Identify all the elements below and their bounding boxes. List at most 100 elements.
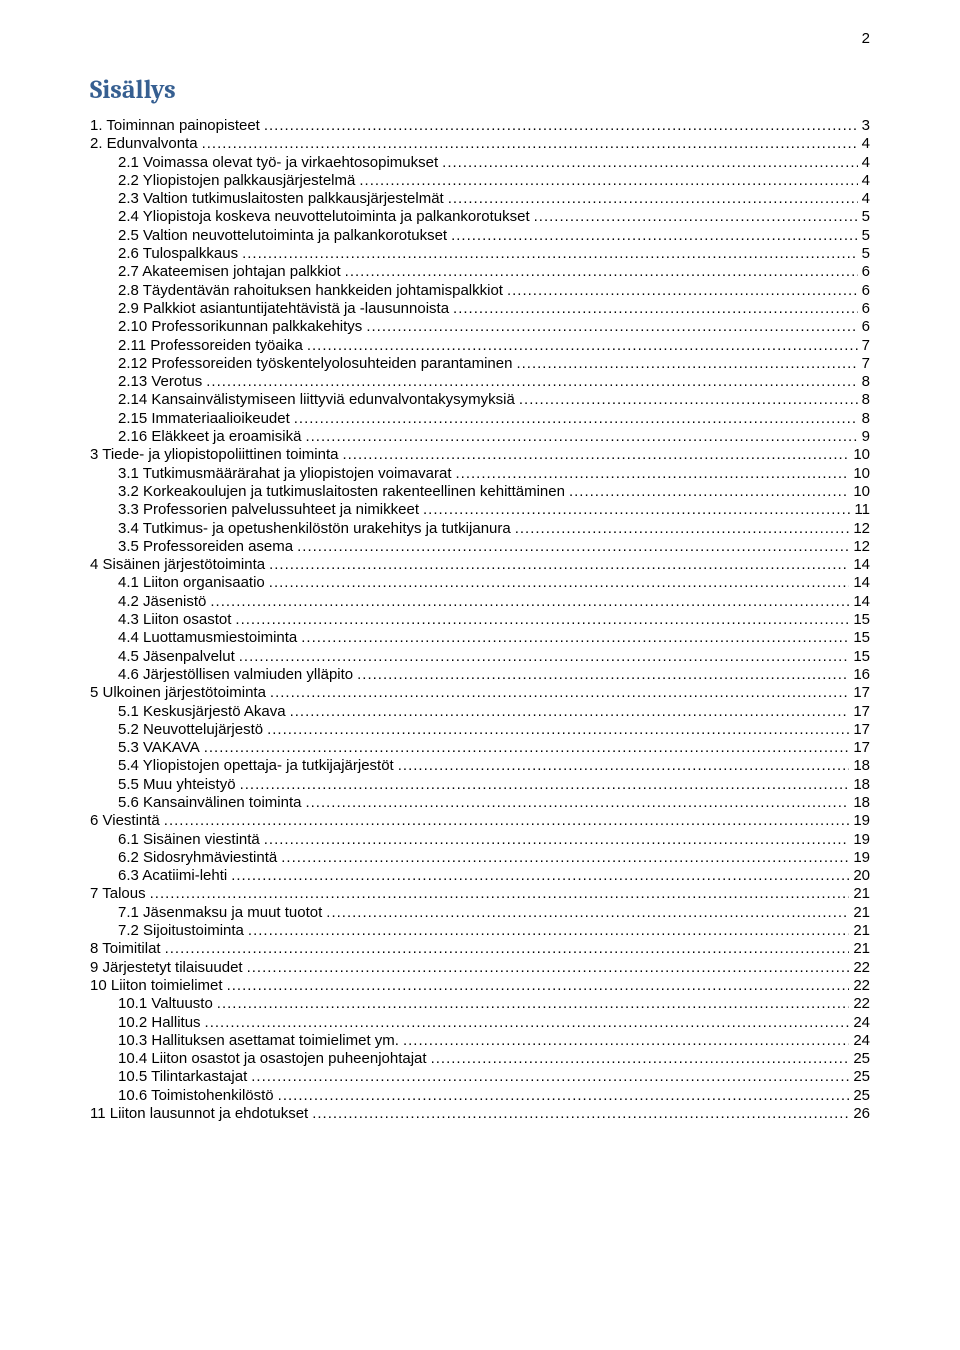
toc-entry-label: 2.6 Tulospalkkaus <box>90 245 238 263</box>
toc-entry-label: 4.4 Luottamusmiestoiminta <box>90 629 297 647</box>
toc-entry[interactable]: 2.11 Professoreiden työaika 7 <box>90 337 870 355</box>
toc-entry-page: 10 <box>853 446 870 464</box>
toc-entry[interactable]: 3.3 Professorien palvelussuhteet ja nimi… <box>90 501 870 519</box>
toc-leader <box>326 904 849 922</box>
toc-entry[interactable]: 7.1 Jäsenmaksu ja muut tuotot 21 <box>90 904 870 922</box>
toc-entry[interactable]: 3.4 Tutkimus- ja opetushenkilöstön urake… <box>90 520 870 538</box>
toc-entry-page: 24 <box>853 1014 870 1032</box>
toc-entry[interactable]: 8 Toimitilat 21 <box>90 940 870 958</box>
toc-entry[interactable]: 5.2 Neuvottelujärjestö 17 <box>90 721 870 739</box>
toc-leader <box>342 446 849 464</box>
toc-entry-page: 5 <box>862 208 870 226</box>
toc-entry[interactable]: 7 Talous 21 <box>90 885 870 903</box>
toc-leader <box>210 593 849 611</box>
toc-entry[interactable]: 4.3 Liiton osastot 15 <box>90 611 870 629</box>
toc-entry[interactable]: 2.5 Valtion neuvottelutoiminta ja palkan… <box>90 227 870 245</box>
toc-leader <box>403 1032 849 1050</box>
toc-entry[interactable]: 6.1 Sisäinen viestintä 19 <box>90 831 870 849</box>
toc-entry[interactable]: 5.5 Muu yhteistyö 18 <box>90 776 870 794</box>
toc-entry-page: 26 <box>853 1105 870 1123</box>
toc-entry[interactable]: 11 Liiton lausunnot ja ehdotukset 26 <box>90 1105 870 1123</box>
toc-entry[interactable]: 5.6 Kansainvälinen toiminta 18 <box>90 794 870 812</box>
toc-entry[interactable]: 6 Viestintä 19 <box>90 812 870 830</box>
toc-entry[interactable]: 3.5 Professoreiden asema 12 <box>90 538 870 556</box>
toc-entry[interactable]: 2.2 Yliopistojen palkkausjärjestelmä 4 <box>90 172 870 190</box>
toc-entry-label: 6.3 Acatiimi-lehti <box>90 867 227 885</box>
toc-entry[interactable]: 5.4 Yliopistojen opettaja- ja tutkijajär… <box>90 757 870 775</box>
toc-entry-label: 5.6 Kansainvälinen toiminta <box>90 794 301 812</box>
toc-entry[interactable]: 1. Toiminnan painopisteet 3 <box>90 117 870 135</box>
toc-entry[interactable]: 6.2 Sidosryhmäviestintä 19 <box>90 849 870 867</box>
toc-entry[interactable]: 2.16 Eläkkeet ja eroamisikä 9 <box>90 428 870 446</box>
toc-entry[interactable]: 7.2 Sijoitustoiminta 21 <box>90 922 870 940</box>
toc-leader <box>516 355 857 373</box>
toc-entry-page: 6 <box>862 318 870 336</box>
toc-entry[interactable]: 2.9 Palkkiot asiantuntijatehtävistä ja -… <box>90 300 870 318</box>
toc-leader <box>264 831 850 849</box>
toc-entry[interactable]: 4.1 Liiton organisaatio 14 <box>90 574 870 592</box>
toc-entry[interactable]: 2.4 Yliopistoja koskeva neuvottelutoimin… <box>90 208 870 226</box>
toc-entry-label: 5.4 Yliopistojen opettaja- ja tutkijajär… <box>90 757 394 775</box>
toc-entry-page: 17 <box>853 684 870 702</box>
toc-entry[interactable]: 10.1 Valtuusto 22 <box>90 995 870 1013</box>
toc-entry-page: 10 <box>853 465 870 483</box>
toc-entry[interactable]: 2.6 Tulospalkkaus 5 <box>90 245 870 263</box>
toc-entry[interactable]: 4.4 Luottamusmiestoiminta 15 <box>90 629 870 647</box>
toc-entry[interactable]: 6.3 Acatiimi-lehti 20 <box>90 867 870 885</box>
toc-leader <box>150 885 850 903</box>
toc-entry[interactable]: 2.10 Professorikunnan palkkakehitys 6 <box>90 318 870 336</box>
toc-entry[interactable]: 5.1 Keskusjärjestö Akava 17 <box>90 703 870 721</box>
toc-entry[interactable]: 10.3 Hallituksen asettamat toimielimet y… <box>90 1032 870 1050</box>
toc-entry-label: 1. Toiminnan painopisteet <box>90 117 260 135</box>
toc-entry-page: 7 <box>862 337 870 355</box>
toc-entry[interactable]: 2. Edunvalvonta 4 <box>90 135 870 153</box>
toc-entry-label: 2.12 Professoreiden työskentelyolosuhtei… <box>90 355 512 373</box>
toc-entry[interactable]: 10.4 Liiton osastot ja osastojen puheenj… <box>90 1050 870 1068</box>
toc-entry[interactable]: 2.8 Täydentävän rahoituksen hankkeiden j… <box>90 282 870 300</box>
toc-entry-page: 22 <box>853 977 870 995</box>
toc-entry-page: 21 <box>853 922 870 940</box>
toc-entry[interactable]: 10 Liiton toimielimet 22 <box>90 977 870 995</box>
toc-leader <box>515 520 850 538</box>
toc-leader <box>442 154 858 172</box>
toc-entry[interactable]: 10.2 Hallitus 24 <box>90 1014 870 1032</box>
toc-entry-page: 4 <box>862 154 870 172</box>
toc-entry[interactable]: 9 Järjestetyt tilaisuudet 22 <box>90 959 870 977</box>
toc-entry[interactable]: 3 Tiede- ja yliopistopoliittinen toimint… <box>90 446 870 464</box>
toc-entry[interactable]: 4.6 Järjestöllisen valmiuden ylläpito 16 <box>90 666 870 684</box>
toc-leader <box>301 629 849 647</box>
toc-entry[interactable]: 2.3 Valtion tutkimuslaitosten palkkausjä… <box>90 190 870 208</box>
toc-entry-label: 7 Talous <box>90 885 146 903</box>
toc-entry-page: 4 <box>862 172 870 190</box>
toc-entry[interactable]: 5 Ulkoinen järjestötoiminta 17 <box>90 684 870 702</box>
toc-entry-label: 2.1 Voimassa olevat työ- ja virkaehtosop… <box>90 154 438 172</box>
toc-leader <box>366 318 857 336</box>
toc-leader <box>305 794 849 812</box>
toc-leader <box>281 849 849 867</box>
toc-entry[interactable]: 10.5 Tilintarkastajat 25 <box>90 1068 870 1086</box>
toc-entry[interactable]: 2.7 Akateemisen johtajan palkkiot 6 <box>90 263 870 281</box>
toc-entry[interactable]: 2.12 Professoreiden työskentelyolosuhtei… <box>90 355 870 373</box>
toc-entry[interactable]: 4 Sisäinen järjestötoiminta 14 <box>90 556 870 574</box>
toc-entry[interactable]: 2.15 Immateriaalioikeudet 8 <box>90 410 870 428</box>
toc-entry[interactable]: 3.1 Tutkimusmäärärahat ja yliopistojen v… <box>90 465 870 483</box>
toc-entry-page: 21 <box>853 940 870 958</box>
toc-entry[interactable]: 2.1 Voimassa olevat työ- ja virkaehtosop… <box>90 154 870 172</box>
toc-entry[interactable]: 2.14 Kansainvälistymiseen liittyviä edun… <box>90 391 870 409</box>
toc-leader <box>267 721 849 739</box>
toc-leader <box>451 227 858 245</box>
toc-entry[interactable]: 3.2 Korkeakoulujen ja tutkimuslaitosten … <box>90 483 870 501</box>
toc-entry-page: 6 <box>862 300 870 318</box>
toc-entry[interactable]: 10.6 Toimistohenkilöstö 25 <box>90 1087 870 1105</box>
toc-entry[interactable]: 5.3 VAKAVA 17 <box>90 739 870 757</box>
toc-entry[interactable]: 4.2 Jäsenistö 14 <box>90 593 870 611</box>
toc-entry[interactable]: 4.5 Jäsenpalvelut 15 <box>90 648 870 666</box>
toc-entry-page: 8 <box>862 410 870 428</box>
toc-leader <box>569 483 849 501</box>
toc-leader <box>297 538 849 556</box>
toc-leader <box>227 977 850 995</box>
toc-entry-page: 19 <box>853 849 870 867</box>
toc-container: 1. Toiminnan painopisteet 32. Edunvalvon… <box>90 117 870 1123</box>
toc-leader <box>251 1068 849 1086</box>
toc-entry[interactable]: 2.13 Verotus 8 <box>90 373 870 391</box>
